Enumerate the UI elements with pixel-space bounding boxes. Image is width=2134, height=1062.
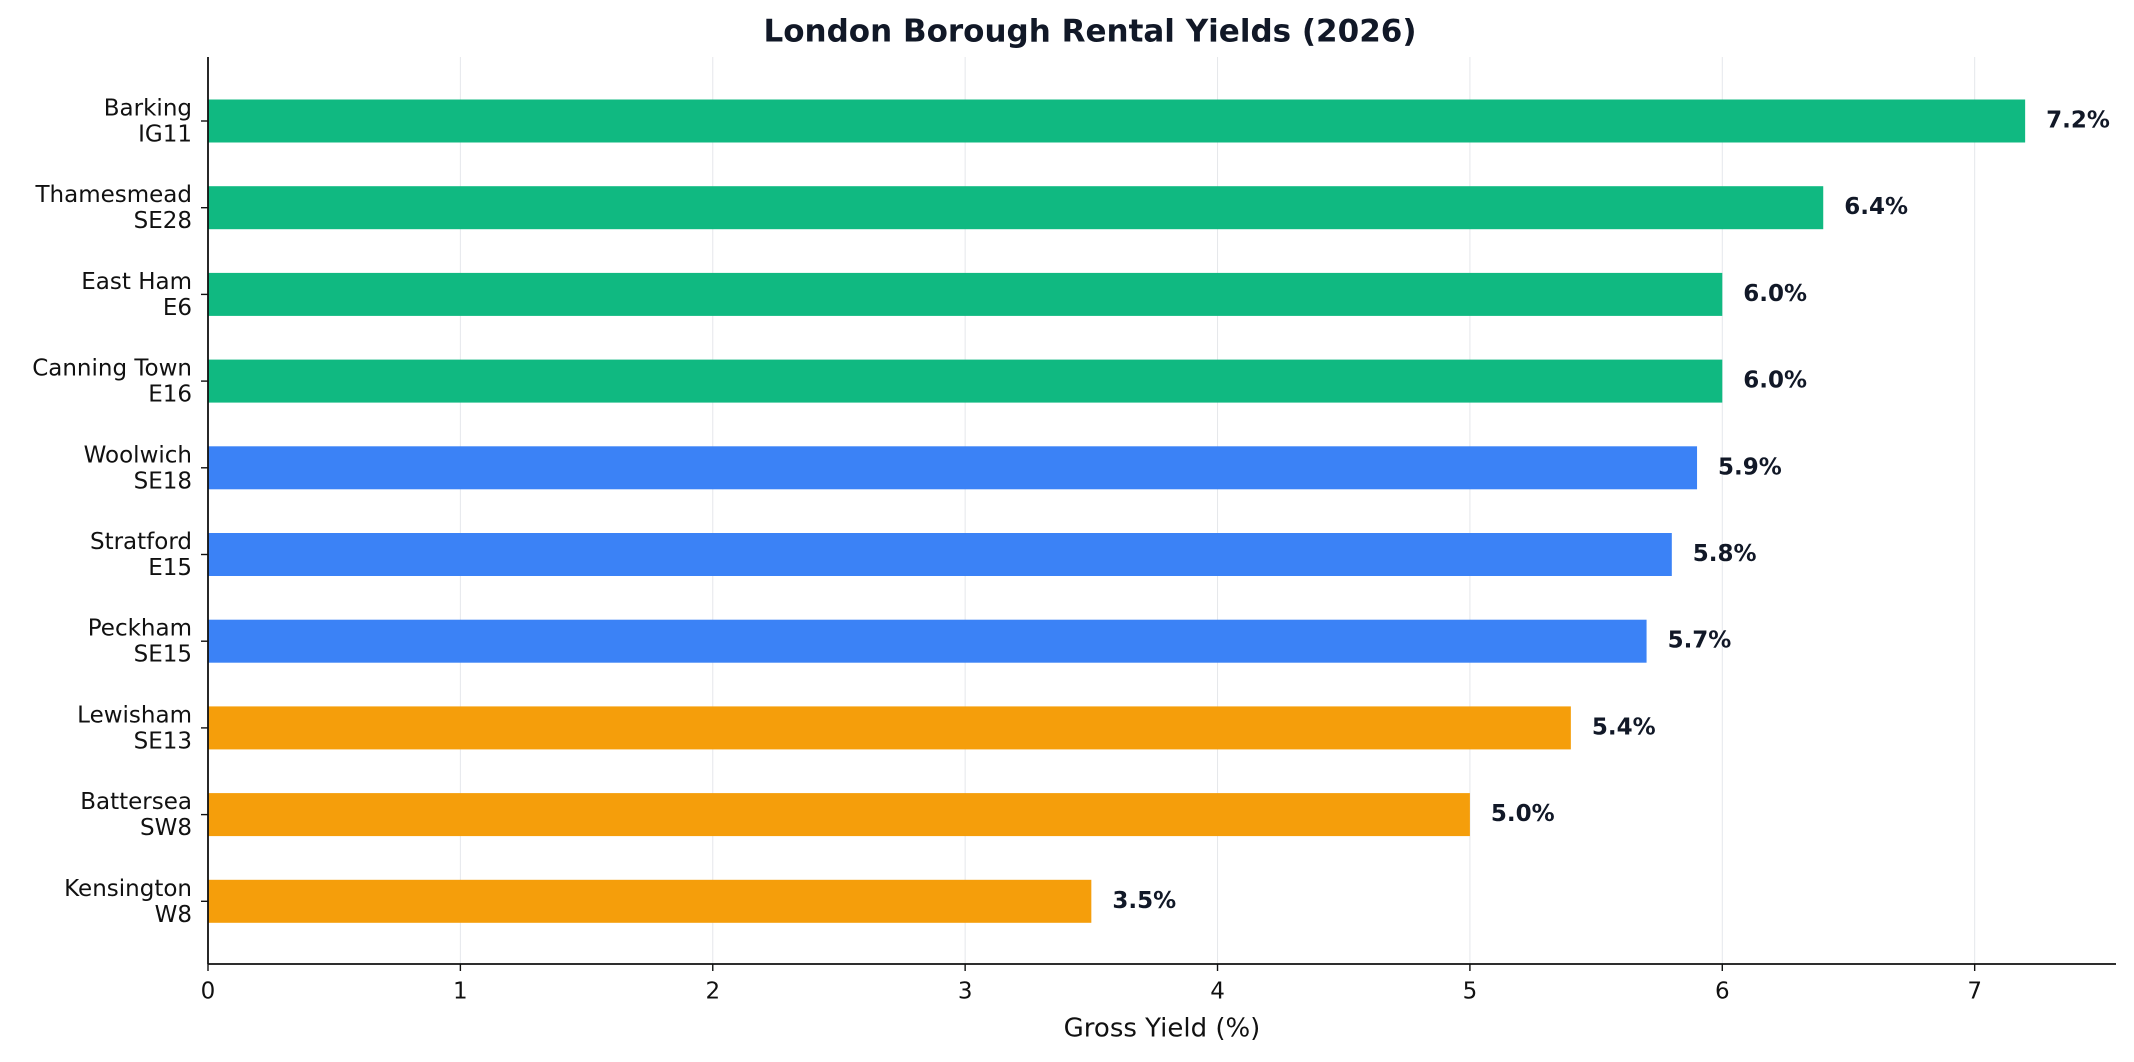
value-label: 6.0% — [1743, 281, 1807, 307]
value-label: 5.8% — [1693, 541, 1757, 567]
y-tick-label: East Ham — [81, 269, 192, 295]
y-tick-label: SE13 — [134, 728, 192, 754]
y-tick-label: SW8 — [140, 815, 192, 841]
x-tick-label: 3 — [958, 979, 973, 1005]
x-tick-label: 5 — [1463, 979, 1478, 1005]
bar — [208, 186, 1824, 230]
x-tick-label: 6 — [1715, 979, 1730, 1005]
bar — [208, 99, 2026, 143]
y-tick-label: Peckham — [88, 616, 192, 642]
y-tick-label: SE28 — [134, 208, 192, 234]
y-tick-label: Kensington — [64, 876, 192, 902]
y-tick-label: E6 — [163, 295, 192, 321]
value-label: 6.0% — [1743, 368, 1807, 394]
value-label: 7.2% — [2046, 108, 2110, 134]
bar — [208, 446, 1698, 490]
chart-title: London Borough Rental Yields (2026) — [764, 14, 1417, 50]
y-tick-label: Canning Town — [32, 356, 192, 382]
y-tick-label: Lewisham — [77, 702, 192, 728]
y-tick-label: Barking — [104, 96, 192, 122]
x-tick-label: 2 — [705, 979, 720, 1005]
value-label: 6.4% — [1844, 194, 1908, 220]
x-tick-label: 7 — [1967, 979, 1982, 1005]
x-tick-label: 1 — [453, 979, 468, 1005]
value-label: 5.7% — [1668, 628, 1732, 654]
value-label: 5.4% — [1592, 714, 1656, 740]
y-tick-label: Thamesmead — [34, 182, 192, 208]
x-tick-label: 0 — [201, 979, 216, 1005]
bar — [208, 272, 1723, 316]
value-label: 5.9% — [1718, 454, 1782, 480]
bar — [208, 533, 1672, 576]
value-label: 3.5% — [1112, 888, 1176, 914]
y-tick-label: Stratford — [90, 529, 192, 555]
bar — [208, 619, 1647, 663]
y-tick-label: W8 — [155, 902, 192, 928]
y-tick-label: SE18 — [134, 468, 192, 494]
bar — [208, 879, 1092, 923]
bar — [208, 359, 1723, 403]
y-tick-label: IG11 — [138, 122, 192, 148]
bar — [208, 793, 1470, 837]
value-label: 5.0% — [1491, 801, 1555, 827]
x-tick-label: 4 — [1210, 979, 1225, 1005]
y-tick-label: E15 — [148, 555, 192, 581]
x-axis-label: Gross Yield (%) — [1064, 1014, 1261, 1044]
y-tick-label: SE15 — [134, 642, 192, 668]
y-tick-label: E16 — [148, 382, 192, 408]
y-tick-label: Battersea — [80, 789, 192, 815]
y-tick-label: Woolwich — [84, 442, 192, 468]
bar — [208, 706, 1571, 750]
